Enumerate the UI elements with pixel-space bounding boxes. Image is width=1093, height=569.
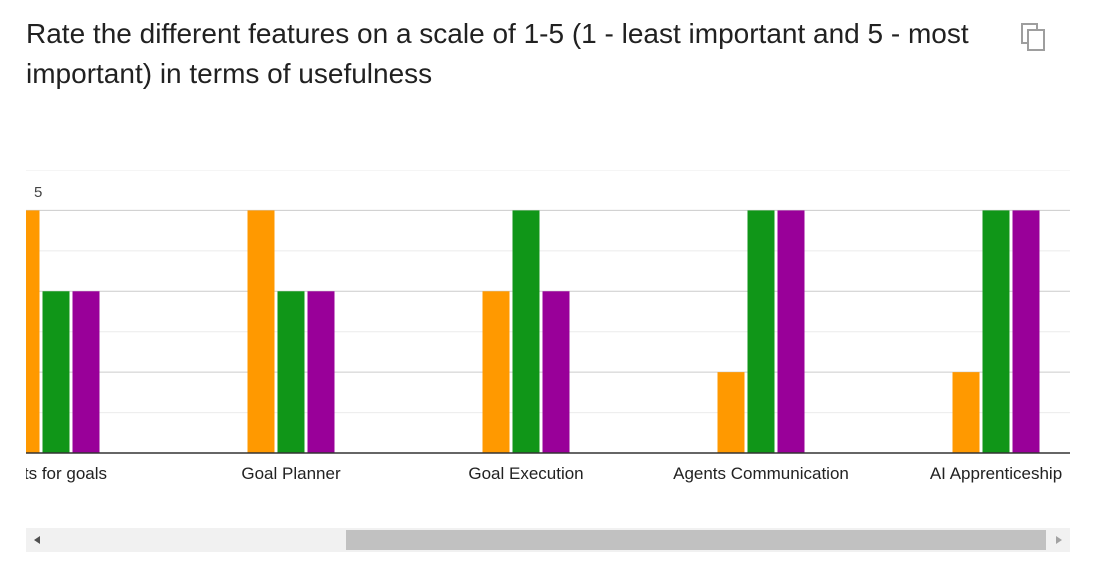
x-tick-label: Goal Execution [468,464,583,483]
bar-chart: 5 ents for goals Goal Planner Goal Executio… [5,169,1070,500]
bar-goal-planner-series-1[interactable] [247,210,275,453]
bar-goal-planner-series-3[interactable] [307,291,335,453]
bar-goal-execution-series-3[interactable] [542,291,570,453]
copy-chart-button[interactable] [1018,20,1052,54]
bar-chart-svg: 5 ents for goals Goal Planner Goal Executio… [5,169,1070,483]
horizontal-scrollbar[interactable] [26,528,1070,552]
x-tick-label: Goal Planner [241,464,341,483]
bar-agents-communication-series-3[interactable] [777,210,805,453]
bar-goal-execution-series-2[interactable] [512,210,540,453]
bar-agents-communication-series-2[interactable] [747,210,775,453]
scroll-left-arrow-icon [34,536,40,544]
bar-ents-for-goals-series-3[interactable] [72,291,100,453]
scroll-left-button[interactable] [26,528,48,552]
y-tick-label: 5 [34,184,42,201]
bar-ents-for-goals-series-2[interactable] [42,291,70,453]
bar-ents-for-goals-series-1[interactable] [26,210,40,453]
scroll-right-arrow-icon [1056,536,1062,544]
bar-ai-apprenticeship-series-3[interactable] [1012,210,1040,453]
x-tick-label: Agents Communication [673,464,849,483]
bar-ai-apprenticeship-series-1[interactable] [952,372,980,453]
bar-agents-communication-series-1[interactable] [717,372,745,453]
chart-title: Rate the different features on a scale o… [26,18,969,89]
copy-icon [1021,23,1045,51]
x-tick-label: AI Apprenticeship [930,464,1062,483]
scroll-right-button[interactable] [1048,528,1070,552]
bar-ai-apprenticeship-series-2[interactable] [982,210,1010,453]
x-tick-label: ents for goals [26,464,107,483]
scroll-thumb[interactable] [346,530,1046,550]
bar-goal-planner-series-2[interactable] [277,291,305,453]
bar-goal-execution-series-1[interactable] [482,291,510,453]
